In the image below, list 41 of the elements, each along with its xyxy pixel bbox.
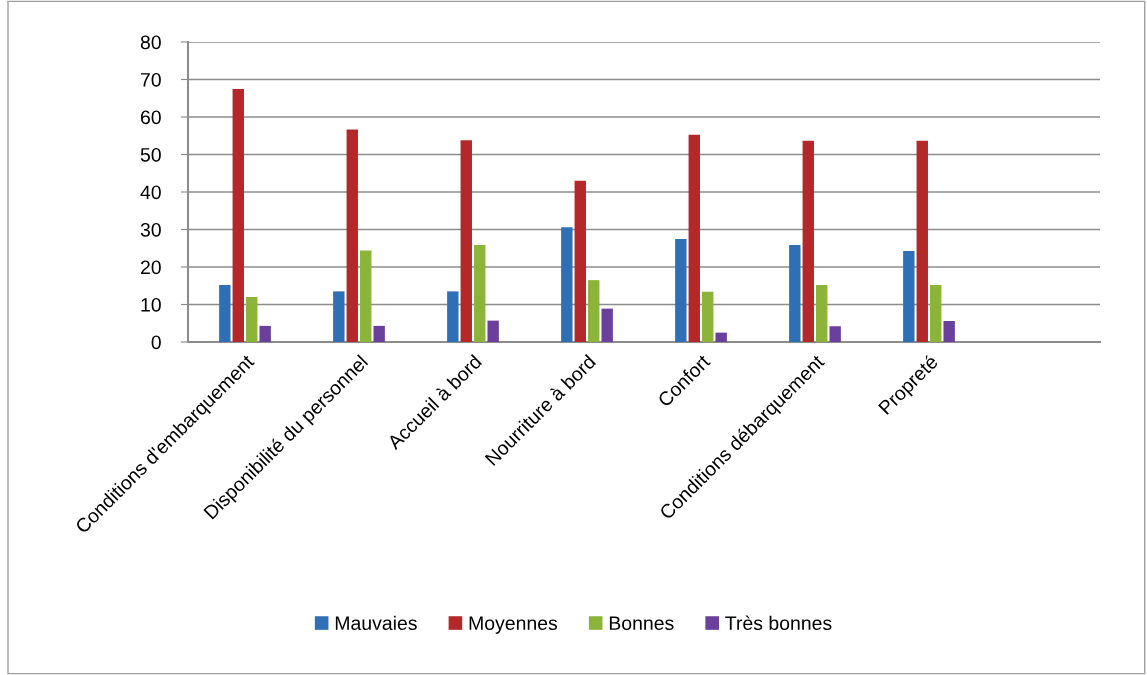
legend-label: Très bonnes	[725, 615, 832, 631]
bar	[903, 250, 915, 342]
y-tick-label: 40	[140, 185, 161, 200]
bar	[246, 297, 258, 342]
bar	[460, 140, 472, 342]
bar	[474, 244, 486, 342]
bar	[916, 140, 928, 342]
bar	[232, 88, 244, 342]
legend-label: Moyennes	[469, 616, 558, 634]
bar	[675, 238, 687, 342]
y-tick-label: 80	[140, 35, 161, 50]
bar	[333, 291, 345, 342]
bar	[829, 326, 841, 342]
bar	[702, 291, 714, 342]
y-tick-label: 50	[140, 147, 161, 162]
y-tick-label: 30	[140, 222, 161, 237]
bar	[715, 332, 727, 342]
y-tick-label: 20	[140, 260, 161, 275]
y-tick-label: 70	[140, 72, 161, 87]
bar	[447, 291, 459, 342]
bar	[219, 285, 231, 342]
bar	[943, 321, 955, 342]
bar	[373, 325, 385, 342]
bar	[259, 325, 271, 342]
legend-label: Bonnes	[609, 616, 674, 631]
bar	[816, 285, 828, 342]
bar	[487, 320, 499, 342]
bar	[688, 134, 700, 342]
bar	[930, 285, 942, 342]
legend-label: Mauvaies	[335, 615, 417, 631]
bar	[802, 140, 814, 342]
bar	[360, 250, 372, 342]
y-tick-label: 10	[141, 297, 161, 312]
y-tick-label: 60	[140, 110, 161, 125]
bar	[561, 227, 573, 342]
bar	[789, 244, 801, 342]
y-tick-label: 0	[151, 335, 161, 350]
bar	[601, 308, 613, 342]
bar	[346, 129, 358, 342]
bar	[574, 180, 586, 342]
bar	[588, 280, 600, 342]
